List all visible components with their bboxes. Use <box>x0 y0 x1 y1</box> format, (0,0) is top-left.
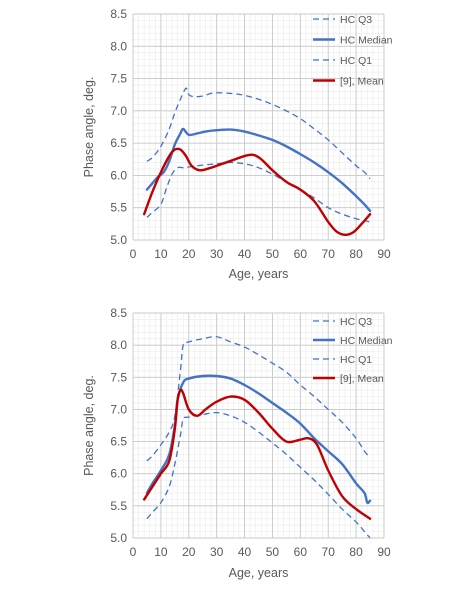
y-tick-label: 8.5 <box>110 7 127 21</box>
x-tick-label: 60 <box>294 545 308 559</box>
y-axis-title: Phase angle, deg. <box>82 77 96 178</box>
x-axis-title: Age, years <box>229 267 289 281</box>
legend-label: [9], Mean <box>340 76 384 88</box>
y-tick-label: 7.5 <box>110 370 127 384</box>
y-tick-label: 5.0 <box>110 233 127 247</box>
x-tick-label: 90 <box>377 545 391 559</box>
series-line <box>145 374 372 505</box>
y-tick-label: 7.0 <box>110 402 127 416</box>
x-tick-label: 80 <box>349 545 363 559</box>
legend: HC Q3 HC Median HC Q1 [9], Mean <box>313 14 393 88</box>
legend-label: [9], Mean <box>340 373 384 385</box>
chart-bottom-panel: 0 10 20 30 40 50 60 70 80 90 5.0 5.5 6.0 6.5 7.0 7.5 8.0… <box>82 306 393 580</box>
legend-label: HC Median <box>340 335 393 347</box>
x-tick-label: 70 <box>322 545 336 559</box>
x-tick-label: 10 <box>154 247 168 261</box>
series-line <box>146 336 371 462</box>
legend-label: HC Q3 <box>340 316 372 328</box>
series-line <box>146 161 371 223</box>
x-tick-label: 70 <box>322 247 336 261</box>
y-tick-label: 6.5 <box>110 136 127 150</box>
y-tick-label: 8.5 <box>110 306 127 320</box>
y-tick-label: 6.5 <box>110 435 127 449</box>
series-line <box>146 411 371 539</box>
y-tick-label: 7.5 <box>110 72 127 86</box>
major-grid <box>132 312 385 539</box>
x-tick-label: 60 <box>294 247 308 261</box>
x-tick-label: 40 <box>238 545 252 559</box>
legend-label: HC Q3 <box>340 14 372 26</box>
x-axis-title: Age, years <box>229 566 289 580</box>
x-tick-label: 40 <box>238 247 252 261</box>
series-line <box>142 147 372 237</box>
y-tick-label: 6.0 <box>110 467 127 481</box>
x-tick-label: 50 <box>266 545 280 559</box>
y-tick-label: 6.0 <box>110 168 127 182</box>
series-line <box>142 388 372 520</box>
series-line <box>146 87 371 180</box>
x-tick-label: 20 <box>182 247 196 261</box>
y-tick-label: 5.5 <box>110 499 127 513</box>
x-tick-label: 0 <box>130 545 137 559</box>
x-tick-label: 90 <box>377 247 391 261</box>
y-tick-label: 5.5 <box>110 201 127 215</box>
legend-label: HC Median <box>340 35 393 47</box>
x-tick-label: 50 <box>266 247 280 261</box>
y-tick-label: 5.0 <box>110 531 127 545</box>
x-tick-label: 10 <box>154 545 168 559</box>
x-tick-label: 0 <box>130 247 137 261</box>
chart-top-panel: 0 10 20 30 40 50 60 70 80 90 5.0 5.5 6.0 6.5 7.0 7.5 8.0… <box>82 7 393 281</box>
legend: HC Q3 HC Median HC Q1 [9], Mean <box>313 316 393 385</box>
series-line <box>145 127 372 213</box>
x-tick-label: 80 <box>349 247 363 261</box>
x-tick-label: 30 <box>210 247 224 261</box>
major-grid <box>132 13 385 241</box>
y-tick-label: 8.0 <box>110 39 127 53</box>
y-tick-label: 7.0 <box>110 104 127 118</box>
y-axis-title: Phase angle, deg. <box>82 375 96 476</box>
legend-label: HC Q1 <box>340 354 372 366</box>
x-tick-label: 20 <box>182 545 196 559</box>
y-tick-label: 8.0 <box>110 338 127 352</box>
legend-label: HC Q1 <box>340 55 372 67</box>
x-tick-label: 30 <box>210 545 224 559</box>
